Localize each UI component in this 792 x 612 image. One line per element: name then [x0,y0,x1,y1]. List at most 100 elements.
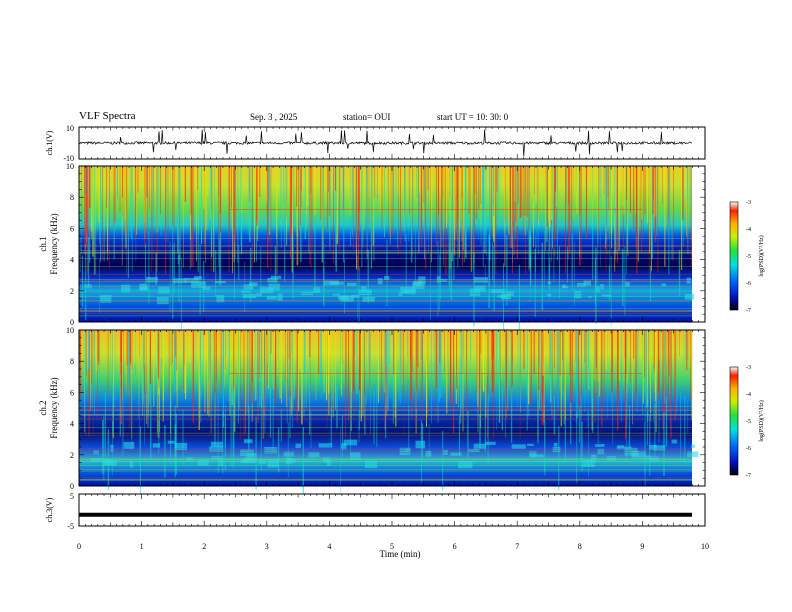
spectral-patch [632,451,646,459]
spectral-patch [267,459,279,468]
ch3-waveform-ylabel: ch.3(V) [45,497,54,522]
spectral-patch [90,458,103,462]
spectral-patch [473,443,487,450]
ch1-waveform-panel: 10 -10 ch.1(V) [45,124,706,163]
spectral-patch [266,295,277,300]
spectral-patch [684,293,695,300]
spectral-patch [202,286,211,290]
spectral-patch [241,290,250,293]
ch1-ytick-0: 0 [70,318,74,327]
spectral-patch [110,444,114,453]
ch2-cbar-tick-m3: -3 [746,365,751,371]
ch1-cbar-tick-m3: -3 [746,200,751,206]
spectral-patch [399,447,411,456]
spectral-patch [240,449,255,456]
ch1-ytick-10: 10 [66,162,74,171]
spectral-patch [398,292,403,296]
time-axis-tick-labels: 0 1 2 3 4 5 6 7 8 9 10 [77,542,709,551]
ch2-ytick-0: 0 [70,482,74,491]
spectral-patch [270,275,282,280]
spectral-patch [152,443,160,448]
ch2-colorbar-gradient [729,366,739,476]
start-time-label: start UT = 10: 30: 0 [437,112,509,122]
spectral-patch [243,284,254,290]
spectral-patch [243,439,253,444]
ch2-ytick-2: 2 [70,451,74,460]
spectral-patch [102,460,117,466]
spectral-patch [364,460,378,469]
ch3-ytick-bottom: -5 [67,522,74,531]
spectral-patch [313,287,321,294]
spectral-patch [343,439,358,446]
spectral-patch [129,460,134,468]
spectral-patch [485,441,496,445]
ch3-waveform-frame [78,493,706,527]
ch2-ytick-8: 8 [70,357,74,366]
ch1-cbar-tick-m6: -6 [746,281,751,287]
spectral-patch [308,452,320,458]
ch2-channel-label: ch.2 [38,400,48,415]
spectral-patch [264,447,278,454]
spectral-patch [601,294,612,297]
spectral-patch [649,444,657,450]
spectral-patch [418,276,426,284]
spectral-patch [576,282,586,288]
spectral-patch [600,284,604,290]
spectral-patch [616,446,632,450]
spectral-patch [100,294,112,303]
xtick-7: 7 [515,542,519,551]
spectral-patch [691,444,696,448]
ch1-waveform-ylabel: ch.1(V) [45,130,54,155]
ch1-waveform-trace [78,129,693,157]
spectral-patch [501,292,511,300]
spectral-patch [530,454,544,458]
spectral-patch [547,281,552,284]
ch1-ytick-4: 4 [70,256,74,265]
spectral-patch [661,283,667,287]
spectral-patch [267,277,278,283]
ch1-spectrogram-panel: 0 2 4 6 8 10 ch.1 Frequency (kHz) [38,162,706,341]
ch2-ytick-10: 10 [66,326,74,335]
spectral-patch [326,460,332,466]
ch2-spectrogram-ticks [78,329,706,487]
station-label: station= OUI [343,112,391,122]
ch1-frequency-label: Frequency (kHz) [49,213,59,274]
xtick-0: 0 [77,542,81,551]
ch1-frequency-tick-labels: 0 2 4 6 8 10 [66,162,74,327]
ch3-waveform-panel: 5 -5 ch.3(V) [45,492,706,531]
ch1-ytick-8: 8 [70,193,74,202]
spectral-patch [256,292,262,297]
spectral-patch [361,286,367,292]
spectral-patch [469,288,481,297]
spectral-patch [283,451,295,457]
spectral-patch [415,440,426,449]
ch2-ytick-6: 6 [70,388,74,397]
spectral-patch [158,286,170,295]
ch1-ytick-2: 2 [70,287,74,296]
spectral-patch [218,459,224,467]
ch1-ytick-top: 10 [66,124,74,133]
spectral-patch [246,453,257,462]
spectral-patch [277,293,283,301]
ch2-spectrogram-lines [79,373,692,481]
ch1-colorbar: -3 -4 -5 -6 -7 log(PSD)(V²/Hz) [729,200,765,314]
xtick-10: 10 [701,542,709,551]
spectral-patch [347,282,357,287]
spectral-patch [377,278,383,285]
ch1-colorbar-label: log(PSD)(V²/Hz) [758,235,765,276]
spectral-patch [139,283,148,291]
ch2-frequency-tick-labels: 0 2 4 6 8 10 [66,326,74,491]
time-axis-label: Time (min) [380,549,421,559]
spectral-patch [490,289,505,294]
spectral-patch [624,447,638,456]
xtick-3: 3 [265,542,269,551]
ch1-spectrogram-lines [79,209,692,317]
spectral-patch [359,289,372,296]
ch1-cbar-tick-m5: -5 [746,254,751,260]
ch2-cbar-tick-m5: -5 [746,419,751,425]
spectral-patch [121,284,131,293]
ch2-spectrogram-streaks [78,330,699,497]
spectral-patch [318,443,333,448]
spectral-patch [583,280,591,286]
